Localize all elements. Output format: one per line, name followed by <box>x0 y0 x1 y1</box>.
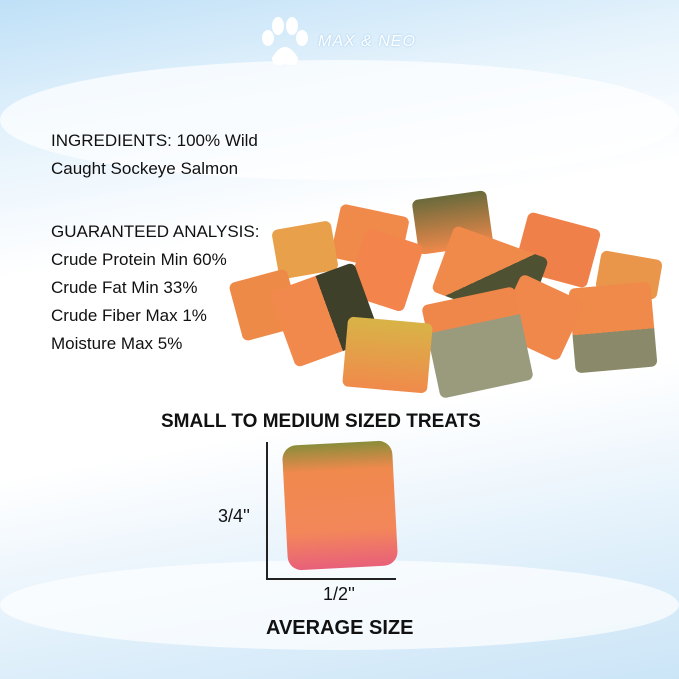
size-heading: SMALL TO MEDIUM SIZED TREATS <box>161 411 481 432</box>
ingredients-line: INGREDIENTS: 100% Wild <box>51 131 258 150</box>
analysis-heading: GUARANTEED ANALYSIS: <box>51 222 260 241</box>
brand-logo: MAX & NEO <box>258 14 416 70</box>
analysis-item: Crude Protein Min 60% <box>51 250 227 269</box>
ingredients: INGREDIENTS: 100% Wild Caught Sockeye Sa… <box>51 127 258 183</box>
single-treat-image <box>281 440 399 571</box>
ingredients-line: Caught Sockeye Salmon <box>51 159 239 178</box>
width-label: 1/2'' <box>323 584 355 604</box>
background-wave <box>0 560 679 650</box>
height-axis <box>266 442 268 579</box>
background-wave <box>0 60 679 180</box>
width-axis <box>266 578 396 580</box>
paw-icon <box>262 17 308 66</box>
brand-name: MAX & NEO <box>318 33 416 50</box>
analysis-item: Crude Fat Min 33% <box>51 278 198 297</box>
analysis-item: Moisture Max 5% <box>51 334 183 353</box>
analysis-item: Crude Fiber Max 1% <box>51 306 207 325</box>
height-label: 3/4'' <box>218 506 250 526</box>
guaranteed-analysis: GUARANTEED ANALYSIS: Crude Protein Min 6… <box>51 218 259 358</box>
size-caption: AVERAGE SIZE <box>266 617 414 639</box>
